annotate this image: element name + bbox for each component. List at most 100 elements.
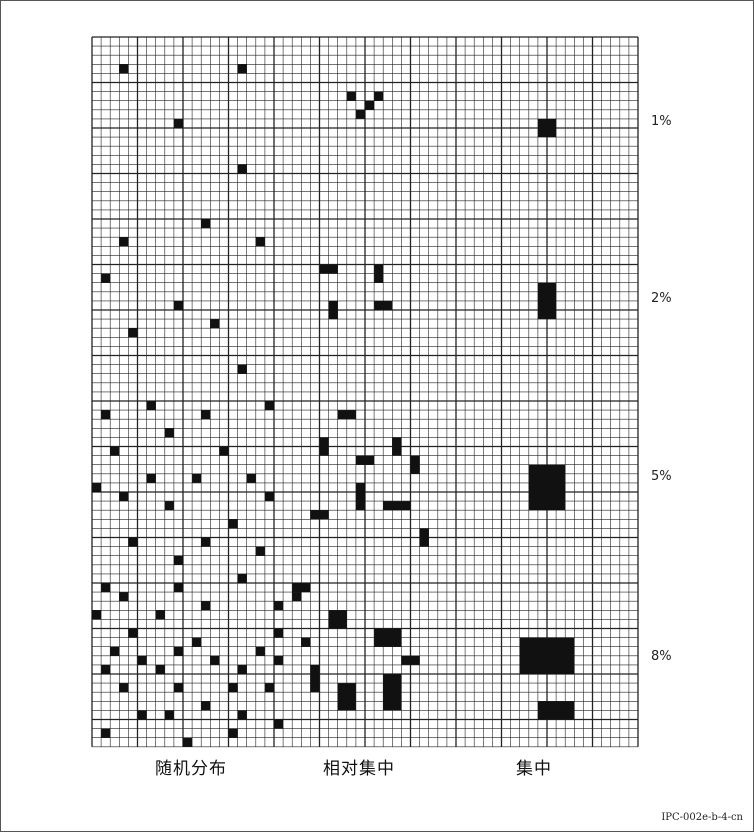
concentrated-defect-cell bbox=[374, 264, 384, 283]
random-defect-cell bbox=[274, 628, 284, 638]
random-defect-cell bbox=[274, 601, 284, 611]
concentrated-defect-cell bbox=[410, 455, 420, 474]
random-defect-cell bbox=[119, 683, 129, 693]
density-label-5pct: 5% bbox=[651, 469, 672, 484]
random-defect-cell bbox=[101, 664, 111, 674]
random-defect-cell bbox=[173, 683, 183, 693]
random-defect-cell bbox=[201, 701, 211, 711]
random-defect-cell bbox=[192, 473, 202, 483]
random-defect-cell bbox=[264, 492, 274, 502]
random-defect-cell bbox=[173, 646, 183, 656]
random-defect-cell bbox=[255, 237, 265, 247]
concentrated-defect-cell bbox=[337, 410, 356, 420]
random-defect-cell bbox=[210, 655, 220, 665]
random-defect-cell bbox=[101, 728, 111, 738]
random-defect-cell bbox=[128, 628, 138, 638]
random-defect-cell bbox=[228, 728, 238, 738]
cluster-defect-cell bbox=[537, 118, 557, 138]
random-defect-cell bbox=[173, 118, 183, 128]
random-defect-cell bbox=[173, 300, 183, 310]
random-defect-cell bbox=[164, 710, 174, 720]
column-label-relatively-concentrated: 相对集中 bbox=[323, 759, 395, 779]
column-label-random: 随机分布 bbox=[155, 759, 227, 779]
concentrated-defect-cell bbox=[419, 528, 429, 547]
concentrated-defect-cell bbox=[310, 510, 329, 520]
column-label-concentrated: 集中 bbox=[516, 759, 552, 779]
random-defect-cell bbox=[237, 710, 247, 720]
density-label-2pct: 2% bbox=[651, 291, 672, 306]
random-defect-cell bbox=[274, 719, 284, 729]
random-defect-cell bbox=[255, 646, 265, 656]
random-defect-cell bbox=[237, 364, 247, 374]
concentrated-defect-cell bbox=[355, 482, 365, 511]
concentrated-defect-cell bbox=[292, 592, 302, 602]
random-defect-cell bbox=[110, 446, 120, 456]
random-defect-cell bbox=[101, 273, 111, 283]
random-defect-cell bbox=[237, 573, 247, 583]
concentrated-defect-cell bbox=[319, 264, 338, 274]
random-defect-cell bbox=[219, 446, 229, 456]
random-defect-cell bbox=[255, 546, 265, 556]
concentrated-defect-cell bbox=[374, 628, 402, 647]
reference-code: IPC-002e-b-4-cn bbox=[661, 812, 743, 823]
concentrated-defect-cell bbox=[337, 683, 356, 711]
random-defect-cell bbox=[201, 410, 211, 420]
concentrated-defect-cell bbox=[374, 300, 393, 310]
concentrated-defect-cell bbox=[319, 437, 329, 456]
cluster-defect-cell bbox=[537, 701, 575, 720]
random-defect-cell bbox=[146, 473, 156, 483]
random-defect-cell bbox=[137, 655, 147, 665]
random-defect-cell bbox=[237, 164, 247, 174]
concentrated-defect-cell bbox=[401, 655, 420, 665]
concentrated-defect-cell bbox=[328, 300, 338, 320]
random-defect-cell bbox=[264, 401, 274, 411]
random-defect-cell bbox=[128, 537, 138, 547]
density-label-8pct: 8% bbox=[651, 649, 672, 664]
concentrated-defect-cell bbox=[392, 437, 402, 456]
random-defect-cell bbox=[264, 683, 274, 693]
random-defect-cell bbox=[228, 683, 238, 693]
random-defect-cell bbox=[155, 664, 165, 674]
random-defect-cell bbox=[192, 637, 202, 647]
random-defect-cell bbox=[228, 519, 238, 529]
random-defect-cell bbox=[92, 610, 102, 620]
concentrated-defect-cell bbox=[383, 501, 411, 511]
random-defect-cell bbox=[210, 319, 220, 329]
random-defect-cell bbox=[164, 501, 174, 511]
cluster-defect-cell bbox=[528, 464, 566, 511]
random-defect-cell bbox=[246, 473, 256, 483]
random-defect-cell bbox=[92, 482, 102, 492]
random-defect-cell bbox=[128, 328, 138, 338]
random-defect-cell bbox=[237, 664, 247, 674]
concentrated-defect-cell bbox=[374, 91, 384, 101]
random-defect-cell bbox=[119, 237, 129, 247]
random-defect-cell bbox=[201, 219, 211, 229]
concentrated-defect-cell bbox=[383, 674, 402, 711]
random-defect-cell bbox=[110, 646, 120, 656]
density-label-1pct: 1% bbox=[651, 114, 672, 129]
random-defect-cell bbox=[201, 537, 211, 547]
concentrated-defect-cell bbox=[301, 637, 311, 647]
random-defect-cell bbox=[173, 583, 183, 593]
random-defect-cell bbox=[237, 64, 247, 74]
random-defect-cell bbox=[146, 401, 156, 411]
cluster-defect-cell bbox=[519, 637, 575, 674]
random-defect-cell bbox=[101, 583, 111, 593]
concentrated-defect-cell bbox=[355, 455, 375, 465]
random-defect-cell bbox=[164, 428, 174, 438]
random-defect-cell bbox=[119, 64, 129, 74]
concentrated-defect-cell bbox=[355, 109, 365, 119]
random-defect-cell bbox=[155, 610, 165, 620]
concentrated-defect-cell bbox=[328, 610, 347, 629]
concentrated-defect-cell bbox=[365, 100, 375, 110]
random-defect-cell bbox=[183, 737, 193, 747]
concentrated-defect-cell bbox=[346, 91, 356, 101]
concentrated-defect-cell bbox=[310, 664, 320, 693]
random-defect-cell bbox=[119, 592, 129, 602]
random-defect-cell bbox=[274, 655, 284, 665]
random-defect-cell bbox=[101, 410, 111, 420]
random-defect-cell bbox=[119, 492, 129, 502]
random-defect-cell bbox=[201, 601, 211, 611]
